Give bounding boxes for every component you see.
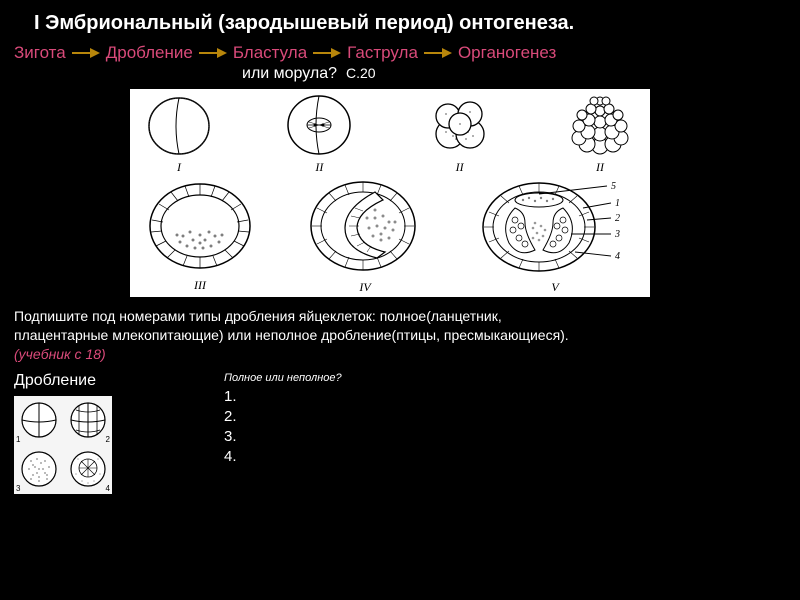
diagram-cell-III: III xyxy=(145,180,255,293)
stage-cleavage: Дробление xyxy=(106,43,193,63)
diagram-label: I xyxy=(177,160,181,175)
small-cell-3: 3 xyxy=(14,445,63,494)
diagram-label: II xyxy=(315,160,323,175)
q-item-4: 4. xyxy=(224,448,342,465)
small-cell-4: 4 xyxy=(63,445,112,494)
question-header: Полное или неполное? xyxy=(224,372,342,384)
diagram-label: V xyxy=(551,280,558,295)
q-item-3: 3. xyxy=(224,428,342,445)
diagram-cell-V: 5 1 2 3 4 V xyxy=(475,178,635,295)
bottom-area: Дробление 1 xyxy=(0,364,800,494)
stage-organogenesis: Органогенез xyxy=(458,43,556,63)
pointer-2: 2 xyxy=(615,213,620,224)
small-num-2: 2 xyxy=(106,435,110,444)
stage-zygote: Зигота xyxy=(14,43,66,63)
diagram-label: IV xyxy=(359,280,370,295)
subline-text: или морула? xyxy=(242,65,337,82)
pointer-5: 5 xyxy=(611,181,616,192)
q-item-1: 1. xyxy=(224,388,342,405)
arrow-icon xyxy=(313,48,341,58)
diagram-cell-IV: IV xyxy=(305,178,425,295)
task-line2: плацентарные млекопитающие) или неполное… xyxy=(14,326,780,345)
arrow-icon xyxy=(424,48,452,58)
flow-row: Зигота Дробление Бластула Гаструла Орган… xyxy=(0,43,800,63)
diagram-cell-II-2: II xyxy=(426,94,494,175)
diagram-cell-I: I xyxy=(145,94,213,175)
stage-gastrula: Гаструла xyxy=(347,43,418,63)
small-num-4: 4 xyxy=(106,484,110,493)
small-diagram: 1 2 xyxy=(14,396,112,494)
question-list: Полное или неполное? 1. 2. 3. 4. xyxy=(224,372,342,468)
small-num-3: 3 xyxy=(16,484,20,493)
diagram-cell-II-3: II xyxy=(565,88,635,175)
q-item-2: 2. xyxy=(224,408,342,425)
task-text: Подпишите под номерами типы дробления яй… xyxy=(0,297,800,364)
diagram-label: III xyxy=(194,278,206,293)
diagram-label: II xyxy=(596,160,604,175)
subline: или морула? С.20 xyxy=(0,65,800,83)
arrow-icon xyxy=(72,48,100,58)
page-title: I Эмбриональный (зародышевый период) онт… xyxy=(0,0,800,43)
small-num-1: 1 xyxy=(16,435,20,444)
pointer-4: 4 xyxy=(615,251,620,262)
task-line1: Подпишите под номерами типы дробления яй… xyxy=(14,307,780,326)
subline-ref: С.20 xyxy=(346,65,376,81)
diagram-cell-II-1: II xyxy=(284,92,354,175)
pointer-1: 1 xyxy=(615,198,620,209)
task-ref: (учебник с 18) xyxy=(14,345,780,364)
bottom-label: Дробление xyxy=(14,372,114,390)
main-diagram: I II xyxy=(130,89,650,297)
small-cell-2: 2 xyxy=(63,396,112,445)
stage-blastula: Бластула xyxy=(233,43,307,63)
diagram-label: II xyxy=(456,160,464,175)
arrow-icon xyxy=(199,48,227,58)
small-cell-1: 1 xyxy=(14,396,63,445)
pointer-3: 3 xyxy=(614,229,620,240)
